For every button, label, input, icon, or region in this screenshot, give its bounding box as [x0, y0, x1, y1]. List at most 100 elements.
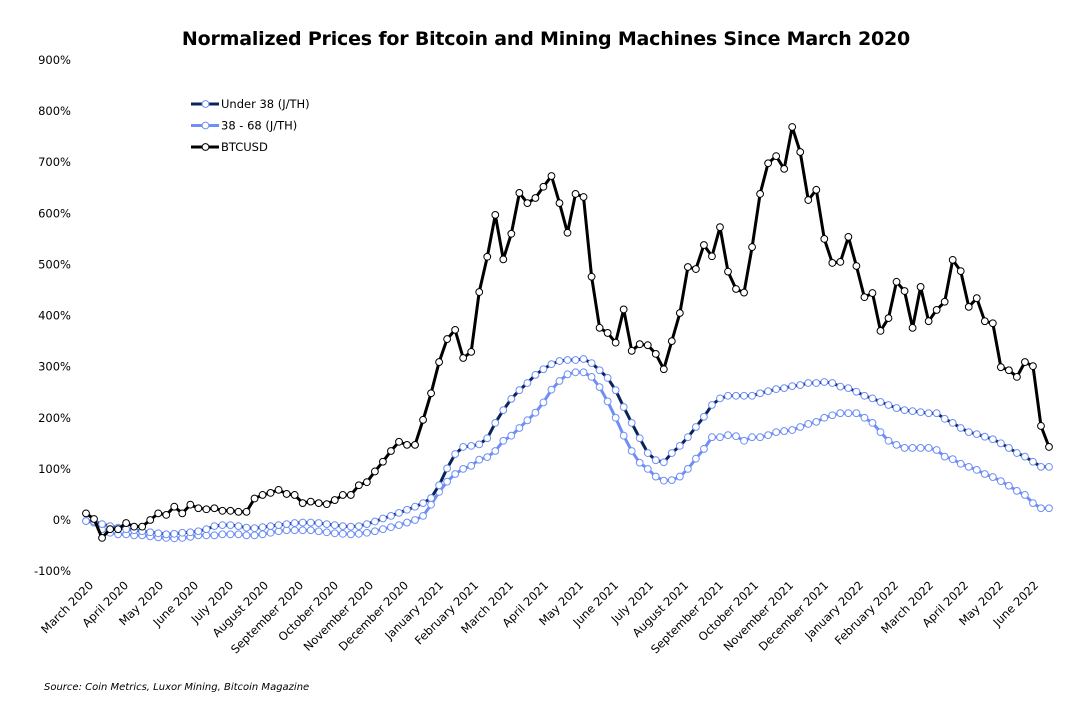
data-point: [250, 494, 259, 503]
data-point: [146, 516, 155, 524]
data-point: [948, 418, 957, 427]
data-point: [242, 507, 251, 516]
data-point: [242, 531, 251, 540]
data-point: [523, 379, 532, 387]
data-point: [788, 382, 797, 390]
data-point: [346, 491, 355, 499]
data-point: [611, 386, 620, 395]
data-point: [948, 255, 957, 264]
data-point: [170, 502, 179, 511]
data-point: [499, 255, 508, 264]
data-point: [884, 314, 893, 323]
data-point: [764, 431, 773, 440]
data-point: [314, 519, 323, 527]
y-tick-label: 400%: [38, 309, 71, 323]
data-point: [226, 506, 235, 515]
data-point: [258, 491, 267, 499]
data-point: [531, 370, 540, 379]
data-point: [1013, 372, 1021, 381]
data-point: [234, 507, 243, 516]
data-point: [467, 347, 476, 356]
data-point: [258, 530, 267, 539]
data-point: [330, 521, 339, 530]
data-point: [732, 391, 740, 400]
data-point: [683, 263, 692, 271]
data-point: [587, 372, 596, 381]
data-point: [459, 464, 468, 473]
data-point: [724, 431, 732, 440]
data-point: [667, 449, 676, 457]
data-point: [1029, 362, 1037, 371]
data-point: [964, 462, 973, 471]
data-point: [804, 420, 813, 428]
data-point: [619, 431, 628, 440]
data-point: [346, 522, 355, 531]
data-point: [796, 381, 805, 389]
data-point: [772, 428, 781, 436]
data-point: [154, 529, 163, 538]
data-point: [796, 423, 805, 431]
data-point: [988, 319, 997, 328]
data-point: [314, 527, 323, 536]
data-point: [788, 123, 797, 131]
data-point: [571, 368, 580, 377]
data-point: [980, 317, 989, 326]
data-point: [290, 519, 299, 527]
data-point: [1029, 499, 1037, 508]
data-point: [210, 531, 219, 540]
data-point: [764, 159, 773, 168]
data-point: [282, 490, 291, 498]
data-point: [892, 404, 901, 412]
data-point: [563, 228, 572, 237]
data-point: [764, 387, 773, 396]
data-point: [627, 447, 636, 455]
data-point: [940, 297, 949, 306]
data-point: [844, 232, 853, 241]
legend-item: BTCUSD: [191, 140, 268, 154]
data-point: [884, 436, 893, 445]
data-point: [443, 335, 452, 343]
data-point: [964, 428, 973, 436]
data-point: [547, 360, 556, 369]
data-point: [724, 391, 732, 400]
data-point: [483, 434, 492, 443]
data-point: [403, 518, 411, 527]
data-point: [980, 470, 989, 478]
data-point: [828, 411, 837, 420]
data-point: [435, 481, 444, 490]
data-point: [1021, 452, 1029, 461]
data-point: [338, 491, 347, 499]
data-point: [1021, 358, 1029, 366]
data-point: [683, 464, 692, 473]
data-point: [828, 259, 837, 267]
chart-title: Normalized Prices for Bitcoin and Mining…: [181, 28, 911, 50]
data-point: [194, 527, 203, 536]
data-point: [523, 416, 532, 425]
data-point: [186, 500, 195, 509]
data-point: [836, 382, 845, 391]
data-point: [603, 329, 612, 337]
data-point: [924, 409, 933, 418]
data-point: [940, 452, 949, 461]
data-point: [387, 512, 395, 520]
data-point: [1037, 504, 1045, 513]
data-point: [972, 466, 981, 474]
data-point: [298, 499, 307, 508]
data-point: [459, 443, 468, 451]
data-point: [202, 505, 211, 514]
data-point: [346, 530, 355, 539]
y-tick-label: 300%: [38, 360, 71, 374]
data-point: [804, 196, 813, 204]
data-point: [483, 453, 492, 462]
data-point: [250, 524, 259, 533]
data-point: [106, 525, 114, 534]
data-point: [924, 444, 933, 452]
data-point: [1045, 504, 1053, 513]
data-point: [306, 518, 315, 527]
data-point: [732, 432, 740, 441]
data-point: [579, 368, 588, 377]
data-point: [555, 199, 564, 208]
legend-marker-icon: [201, 100, 210, 108]
data-point: [451, 450, 460, 458]
data-point: [162, 510, 171, 519]
